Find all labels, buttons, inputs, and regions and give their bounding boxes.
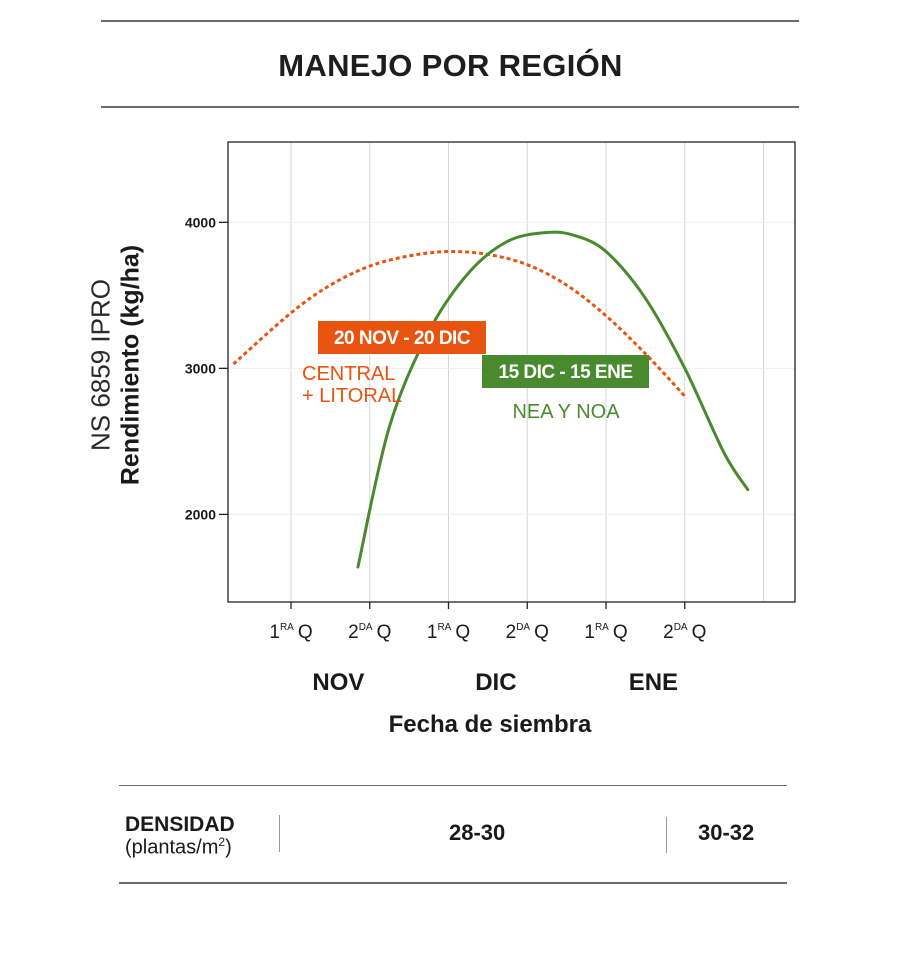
- x-tick-label: 1RA Q: [269, 622, 312, 643]
- top-rule: [101, 20, 799, 22]
- y-tick-label: 2000: [185, 506, 216, 522]
- annotation-layer: 20 NOV - 20 DIC CENTRAL+ LITORAL 15 DIC - …: [302, 321, 649, 423]
- density-unit-pre: (plantas/m: [125, 836, 219, 859]
- title-rule: [101, 106, 799, 108]
- page-title: MANEJO POR REGIÓN: [278, 48, 623, 83]
- density-unit-post: ): [225, 836, 232, 859]
- footer-top-rule: [119, 785, 787, 786]
- axis-layer: [219, 141, 796, 609]
- label-layer: 2000 3000 4000 1RA Q 2DA Q 1RA Q 2DA Q 1RA Q 2DA Q NOV D…: [185, 214, 707, 738]
- month-label-nov: NOV: [312, 669, 364, 696]
- plot-frame: [227, 141, 796, 603]
- density-value-2: 30-32: [698, 820, 755, 845]
- series-line-nea-noa: [356, 230, 750, 569]
- density-label: DENSIDAD: [125, 813, 235, 837]
- badge-text-nea-noa: 15 DIC - 15 ENE: [499, 362, 633, 383]
- grid-layer: [228, 142, 795, 602]
- x-tick-label: 2DA Q: [506, 622, 549, 643]
- x-tick-label: 1RA Q: [584, 622, 627, 643]
- x-tick-label: 2DA Q: [348, 622, 391, 643]
- series-layer: [232, 230, 750, 569]
- density-value-1: 28-30: [449, 820, 506, 845]
- footer-separator-1: [279, 815, 280, 852]
- y-tick-label: 4000: [185, 214, 216, 230]
- density-unit-sup: 2: [218, 835, 226, 849]
- density-unit: (plantas/m2): [125, 835, 232, 860]
- x-tick-label: 2DA Q: [663, 622, 706, 643]
- month-label-ene: ENE: [629, 669, 678, 696]
- month-label-dic: DIC: [475, 669, 516, 696]
- density-title: DENSIDAD: [125, 813, 235, 836]
- x-axis-title: Fecha de siembra: [389, 711, 592, 738]
- badge-nea-noa: [482, 355, 649, 388]
- footer-bottom-rule: [119, 882, 787, 884]
- footer-separator-2: [666, 817, 667, 853]
- region-label-nea-noa: NEA Y NOA: [512, 401, 620, 423]
- region-label-central-litoral: CENTRAL: [302, 363, 395, 385]
- badge-text-central-litoral: 20 NOV - 20 DIC: [334, 328, 471, 349]
- series-line-central-litoral: [232, 249, 686, 398]
- badge-central-litoral: [318, 321, 486, 354]
- region-label-central-litoral: + LITORAL: [302, 385, 402, 407]
- y-tick-label: 3000: [185, 360, 216, 376]
- x-tick-label: 1RA Q: [427, 622, 470, 643]
